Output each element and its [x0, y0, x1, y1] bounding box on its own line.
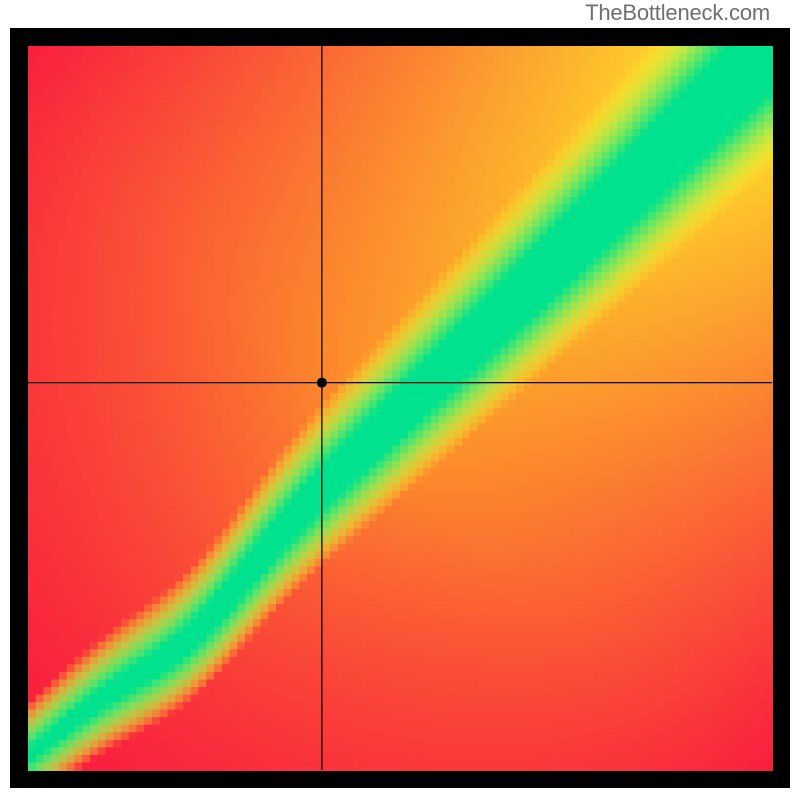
heatmap-holder [10, 28, 790, 788]
watermark-text: TheBottleneck.com [585, 0, 770, 26]
chart-container: TheBottleneck.com [0, 0, 800, 800]
bottleneck-heatmap [10, 28, 790, 788]
